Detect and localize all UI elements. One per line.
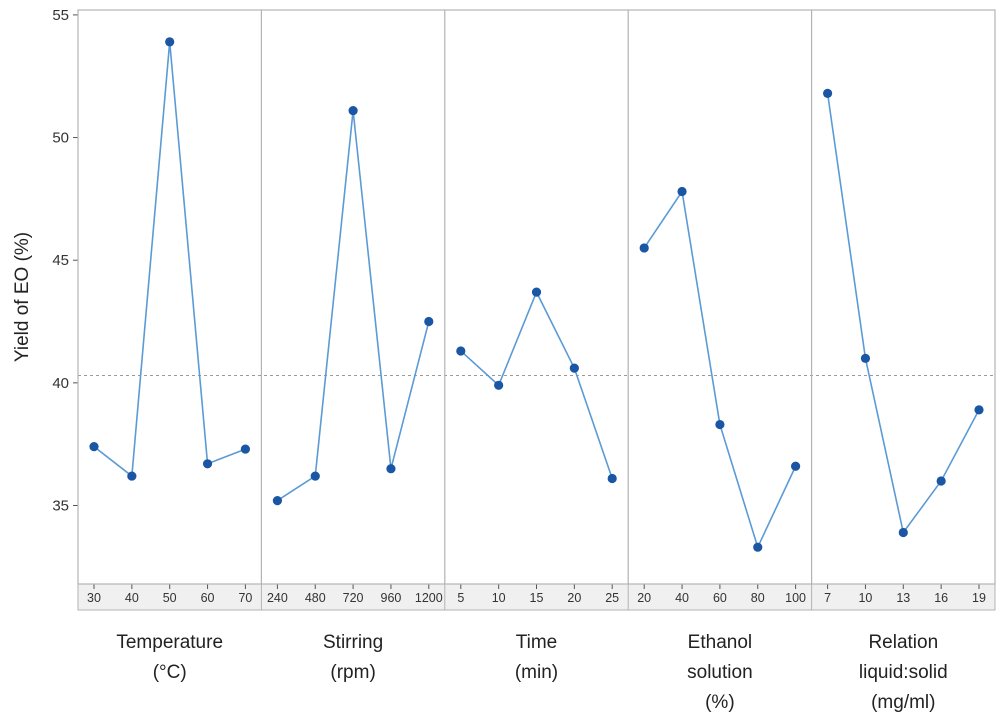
data-point [860,353,871,363]
data-point [715,419,725,430]
data-point [494,380,504,390]
y-tick-label: 40 [52,375,69,392]
y-tick-label: 50 [52,130,69,147]
data-point [936,476,946,486]
panel-label: (mg/ml) [871,692,935,713]
x-tick-label: 7 [824,591,831,605]
x-tick-label: 10 [858,591,872,605]
x-tick-label: 5 [457,591,464,605]
data-point [89,442,99,452]
data-point [127,471,137,481]
x-tick-label: 40 [675,591,689,605]
x-tick-label: 1200 [415,591,443,605]
y-axis-label: Yield of EO (%) [12,232,33,362]
x-tick-label: 10 [492,591,506,605]
panel-label: (%) [705,692,735,713]
x-tick-label: 60 [201,591,215,605]
panel-label: solution [687,662,753,683]
panel-label: Temperature [116,632,223,653]
data-point [165,37,175,47]
data-point [677,186,687,197]
plot-background [78,10,995,584]
data-point [531,287,542,297]
panel-label: Stirring [323,632,383,653]
y-tick-label: 35 [52,498,69,515]
data-point [348,105,358,116]
tick-strip-frame [77,583,996,611]
data-point [240,444,250,454]
x-tick-label: 240 [267,591,288,605]
data-point [202,459,213,469]
data-point [898,527,908,538]
x-tick-label: 480 [305,591,326,605]
x-tick-label: 16 [934,591,948,605]
panel-label: liquid:solid [859,662,948,683]
data-point [272,495,282,506]
data-point [823,88,833,99]
y-tick-label: 55 [52,7,69,24]
x-tick-label: 20 [637,591,651,605]
data-point [456,346,466,356]
panel-label: Time [516,632,558,653]
data-point [310,471,320,481]
panel-label: Ethanol [688,632,752,653]
x-tick-label: 40 [125,591,139,605]
x-tick-label: 720 [343,591,364,605]
data-point [974,405,984,415]
panel-label: (°C) [153,662,187,683]
x-tick-label: 13 [896,591,910,605]
x-tick-label: 19 [972,591,986,605]
x-tick-label: 25 [605,591,619,605]
x-tick-label: 80 [751,591,765,605]
panel-label: (min) [515,662,558,683]
data-point [607,473,617,484]
x-tick-label: 960 [381,591,402,605]
x-tick-label: 30 [87,591,101,605]
data-point [569,363,579,373]
data-point [386,464,396,474]
x-tick-label: 60 [713,591,727,605]
x-tick-label: 70 [238,591,252,605]
x-tick-label: 100 [785,591,806,605]
data-point [753,542,763,552]
data-point [639,243,649,253]
x-tick-label: 15 [530,591,544,605]
x-tick-label: 50 [163,591,177,605]
data-point [424,316,434,327]
data-point [791,461,801,471]
panel-label: Relation [868,632,938,653]
y-tick-label: 45 [52,252,69,269]
panel-label: (rpm) [330,662,375,683]
x-tick-label: 20 [567,591,581,605]
